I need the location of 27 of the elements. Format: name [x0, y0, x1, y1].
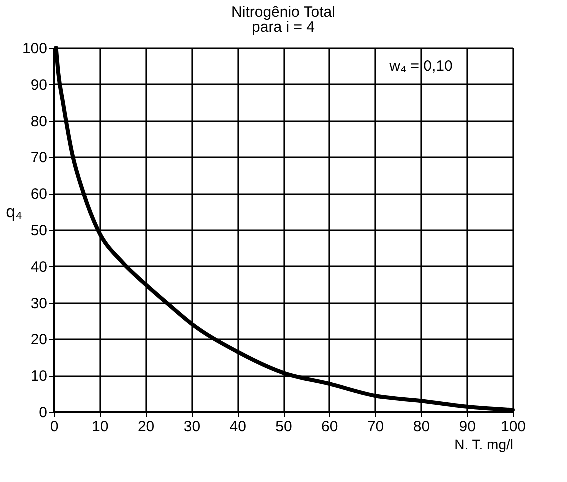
- x-tick-label: 10: [92, 418, 109, 436]
- y-tick-label: 90: [30, 76, 48, 94]
- x-tick-label: 40: [230, 418, 246, 436]
- y-tick-label: 100: [22, 40, 48, 58]
- y-tick-label: 30: [30, 295, 48, 312]
- y-tick-label: 40: [30, 258, 48, 276]
- y-tick-label: 20: [30, 332, 48, 349]
- y-tick-label: 70: [30, 150, 48, 167]
- chart-title: Nitrogênio Total: [232, 4, 336, 21]
- x-tick-label: 60: [322, 418, 338, 436]
- y-tick-label: 50: [30, 222, 48, 240]
- y-axis-title: q₄: [6, 202, 23, 222]
- x-tick-label: 70: [367, 418, 384, 436]
- y-tick-label: 0: [39, 404, 48, 422]
- x-tick-label: 30: [184, 418, 201, 436]
- x-tick-label: 100: [500, 418, 526, 436]
- x-tick-label: 90: [459, 418, 476, 436]
- x-tick-label: 50: [276, 418, 292, 436]
- x-tick-label: 0: [50, 418, 59, 436]
- y-tick-label: 80: [30, 113, 48, 130]
- y-tick-label: 60: [30, 186, 48, 204]
- x-tick-label: 20: [138, 418, 155, 436]
- y-tick-label: 10: [30, 368, 48, 386]
- x-tick-label: 80: [413, 418, 430, 436]
- chart-subtitle: para i = 4: [252, 19, 315, 36]
- annotation: w₄ = 0,10: [388, 58, 453, 76]
- x-axis-title: N. T. mg/l: [454, 436, 514, 452]
